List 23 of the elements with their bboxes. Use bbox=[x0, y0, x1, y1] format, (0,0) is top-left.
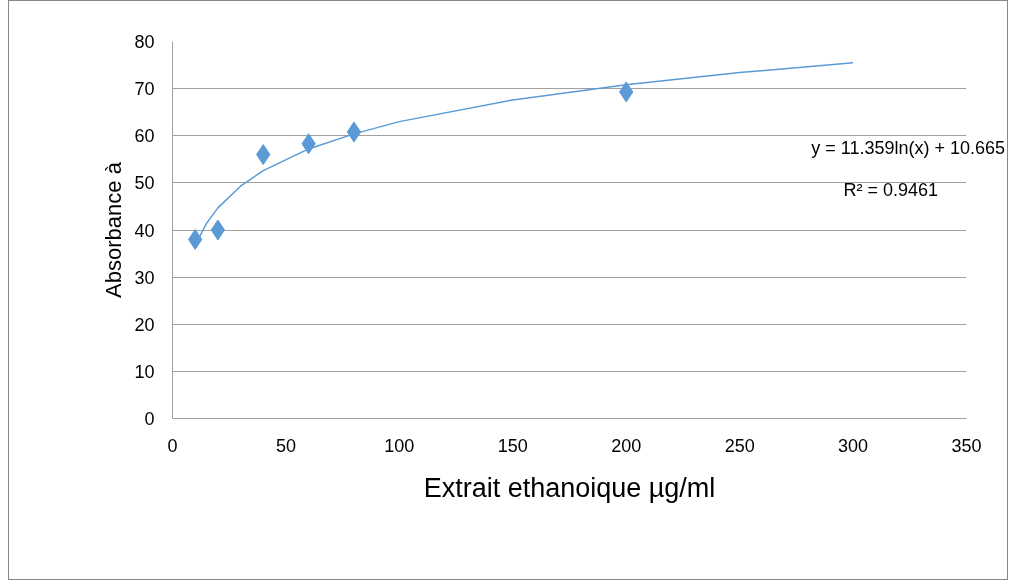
x-tick-label: 350 bbox=[951, 435, 982, 456]
y-tick-label: 10 bbox=[134, 361, 155, 382]
point bbox=[210, 219, 226, 241]
y-axis-title: Absorbance à bbox=[101, 161, 127, 298]
y-tick-label: 50 bbox=[134, 173, 155, 194]
x-tick-label: 150 bbox=[497, 435, 528, 456]
annotation: y = 11.359ln(x) + 10.665 bbox=[811, 137, 1005, 160]
x-tick-label: 50 bbox=[275, 435, 296, 456]
x-axis-title: Extrait ethanoique µg/ml bbox=[423, 472, 716, 503]
y-tick-label: 0 bbox=[144, 409, 155, 429]
x-tick-label: 300 bbox=[838, 435, 869, 456]
y-tick-label: 60 bbox=[134, 126, 155, 147]
y-tick-label: 20 bbox=[134, 314, 155, 335]
y-tick-label: 70 bbox=[134, 79, 155, 100]
y-tick-label: 80 bbox=[134, 32, 155, 52]
x-tick-label: 200 bbox=[611, 435, 642, 456]
x-tick-label: 0 bbox=[167, 435, 178, 456]
x-tick-label: 250 bbox=[724, 435, 755, 456]
y-tick-label: 30 bbox=[134, 267, 155, 288]
point bbox=[346, 121, 362, 143]
y-tick-label: 40 bbox=[134, 220, 155, 241]
x-tick-label: 100 bbox=[384, 435, 415, 456]
annotation: R² = 0.9461 bbox=[843, 179, 938, 202]
